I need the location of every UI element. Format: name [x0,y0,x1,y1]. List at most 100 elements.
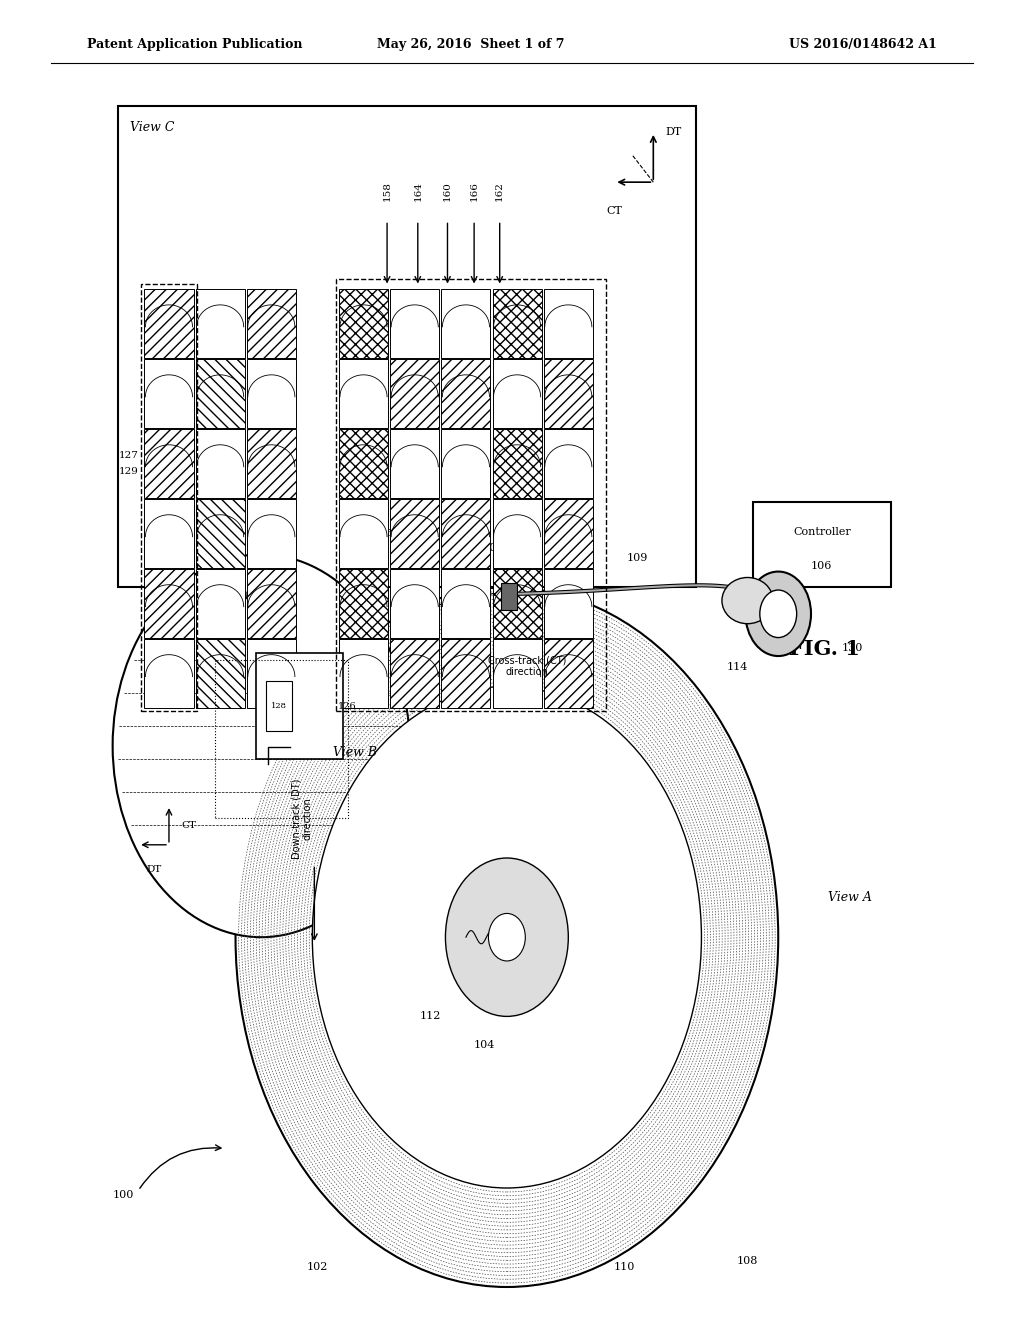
Circle shape [312,686,701,1188]
Bar [544,429,593,498]
Text: 114: 114 [727,661,748,672]
Text: CT: CT [181,821,197,829]
Bar [196,289,245,358]
Bar [390,499,439,568]
Bar [196,569,245,638]
Text: 102: 102 [307,1262,328,1272]
Bar [544,639,593,708]
Text: 150: 150 [152,482,171,490]
Text: 110: 110 [614,1262,635,1272]
Text: View C: View C [130,121,174,135]
Text: CT: CT [606,206,623,216]
Text: 127: 127 [119,451,138,459]
Bar [339,499,388,568]
Text: 160: 160 [443,181,452,201]
Circle shape [745,572,811,656]
Bar [144,359,194,428]
Bar [339,289,388,358]
Bar [441,569,490,638]
Circle shape [113,554,410,937]
Bar [247,429,296,498]
Bar [256,653,343,759]
Bar [441,499,490,568]
Bar [544,289,593,358]
Bar [390,639,439,708]
Bar [144,429,194,498]
Bar [144,569,194,638]
Bar [339,569,388,638]
Bar [441,359,490,428]
Text: View A: View A [828,891,871,904]
Bar [493,499,542,568]
Bar [339,639,388,708]
Bar [544,569,593,638]
Bar [247,499,296,568]
Text: 128: 128 [271,702,287,710]
Bar [196,359,245,428]
Text: 120: 120 [476,543,497,553]
Text: 152: 152 [380,529,399,537]
Bar [196,429,245,498]
Text: 129: 129 [119,467,138,475]
Bar [544,359,593,428]
Text: 100: 100 [113,1189,134,1200]
Text: US 2016/0148642 A1: US 2016/0148642 A1 [790,38,937,51]
Bar [196,639,245,708]
Bar [753,502,891,587]
Text: Controller: Controller [793,527,851,537]
Bar [141,284,197,711]
Bar [390,359,439,428]
Bar [390,429,439,498]
Bar [339,359,388,428]
Text: Down-track (DT)
direction: Down-track (DT) direction [291,779,313,858]
Text: DT: DT [146,865,161,874]
Bar [493,359,542,428]
Text: FIG. 1: FIG. 1 [788,639,860,660]
Bar [247,569,296,638]
Text: 108: 108 [737,1255,758,1266]
Bar [390,289,439,358]
Bar [493,639,542,708]
Bar [493,569,542,638]
Text: View B: View B [333,746,377,759]
Bar [390,569,439,638]
Text: DT: DT [666,127,682,137]
Circle shape [445,858,568,1016]
Text: 126: 126 [338,702,356,710]
Bar [339,429,388,498]
Bar [501,583,517,610]
Text: Patent Application Publication: Patent Application Publication [87,38,302,51]
Text: 112: 112 [420,1011,440,1022]
Bar [493,429,542,498]
Bar [144,639,194,708]
Bar [493,289,542,358]
Text: 109: 109 [627,553,647,564]
Bar [247,289,296,358]
Text: 166: 166 [470,181,478,201]
Bar [144,499,194,568]
Bar [544,499,593,568]
Bar [196,499,245,568]
Text: 104: 104 [474,1040,495,1051]
Bar [441,289,490,358]
Bar [247,639,296,708]
Text: 130: 130 [842,643,863,653]
Bar [441,429,490,498]
Text: 120: 120 [399,684,421,693]
Bar [336,279,606,711]
Bar [247,359,296,428]
Text: 164: 164 [414,181,422,201]
Bar [441,639,490,708]
Text: 106: 106 [811,561,833,572]
Circle shape [760,590,797,638]
Text: 158: 158 [383,181,391,201]
Circle shape [236,587,778,1287]
Bar [144,289,194,358]
Text: Cross-track (CT)
direction: Cross-track (CT) direction [488,656,566,677]
Bar [215,660,348,818]
Text: May 26, 2016  Sheet 1 of 7: May 26, 2016 Sheet 1 of 7 [377,38,565,51]
Ellipse shape [722,577,773,623]
Circle shape [488,913,525,961]
Bar [118,106,696,587]
Text: 162: 162 [496,181,504,201]
